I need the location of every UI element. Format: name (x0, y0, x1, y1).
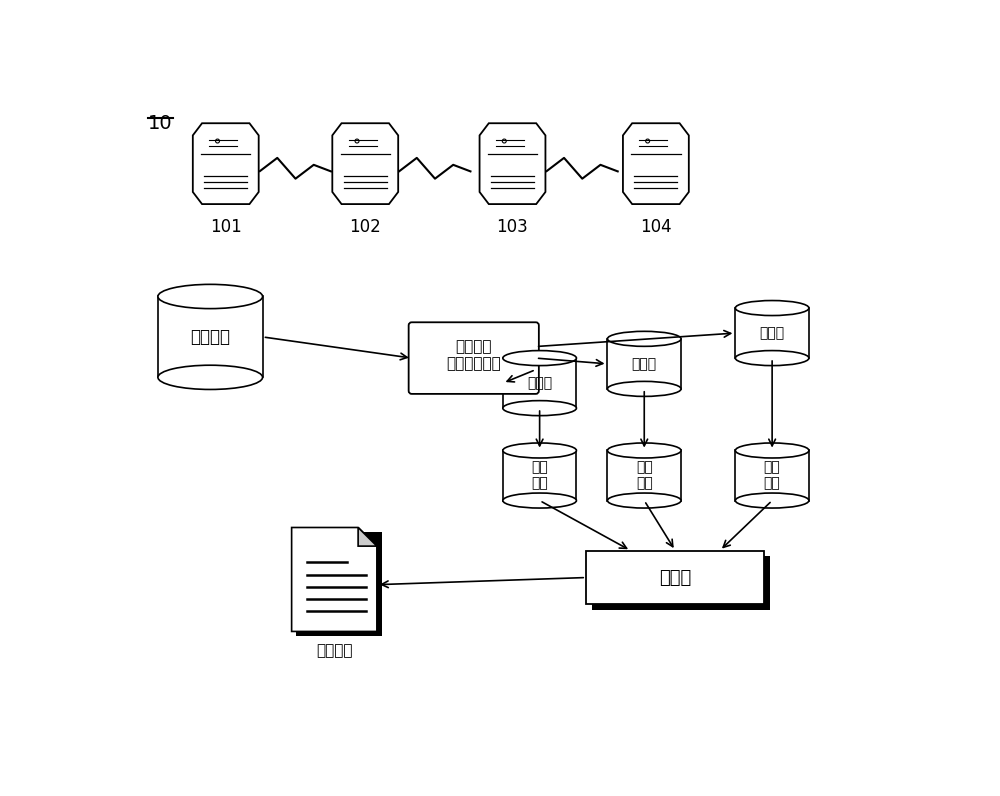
Text: 物化
视图: 物化 视图 (764, 460, 780, 490)
Ellipse shape (158, 365, 263, 389)
Text: 104: 104 (640, 218, 672, 236)
Polygon shape (607, 451, 681, 501)
Ellipse shape (158, 284, 263, 309)
Polygon shape (735, 451, 809, 501)
Text: 本地表: 本地表 (632, 357, 657, 371)
Polygon shape (292, 528, 377, 631)
Polygon shape (735, 308, 809, 358)
Text: 分区数据
（集群数据）: 分区数据 （集群数据） (446, 339, 501, 371)
FancyBboxPatch shape (409, 322, 539, 394)
Polygon shape (623, 123, 689, 204)
Ellipse shape (503, 400, 576, 416)
Text: 103: 103 (497, 218, 528, 236)
Ellipse shape (607, 493, 681, 508)
Text: 101: 101 (210, 218, 242, 236)
Ellipse shape (607, 331, 681, 346)
Text: 集群表: 集群表 (659, 568, 691, 587)
Polygon shape (503, 358, 576, 408)
Text: 本地表: 本地表 (760, 326, 785, 340)
Polygon shape (158, 296, 263, 377)
Ellipse shape (503, 493, 576, 508)
Ellipse shape (503, 350, 576, 365)
Polygon shape (193, 123, 259, 204)
Polygon shape (358, 528, 377, 546)
Text: 普通视图: 普通视图 (316, 643, 352, 658)
Ellipse shape (607, 381, 681, 396)
Polygon shape (607, 339, 681, 389)
Ellipse shape (503, 443, 576, 458)
Polygon shape (332, 123, 398, 204)
Polygon shape (592, 556, 770, 610)
Polygon shape (480, 123, 545, 204)
Polygon shape (503, 451, 576, 501)
Text: 物化
视图: 物化 视图 (531, 460, 548, 490)
Text: 业务数据: 业务数据 (190, 328, 230, 346)
Text: 10: 10 (148, 114, 173, 133)
Ellipse shape (735, 350, 809, 365)
Ellipse shape (735, 301, 809, 315)
Ellipse shape (735, 443, 809, 458)
Text: 102: 102 (349, 218, 381, 236)
Polygon shape (586, 551, 764, 604)
Polygon shape (296, 532, 382, 636)
Ellipse shape (607, 443, 681, 458)
Ellipse shape (735, 493, 809, 508)
Text: 物化
视图: 物化 视图 (636, 460, 653, 490)
Text: 本地表: 本地表 (527, 377, 552, 390)
